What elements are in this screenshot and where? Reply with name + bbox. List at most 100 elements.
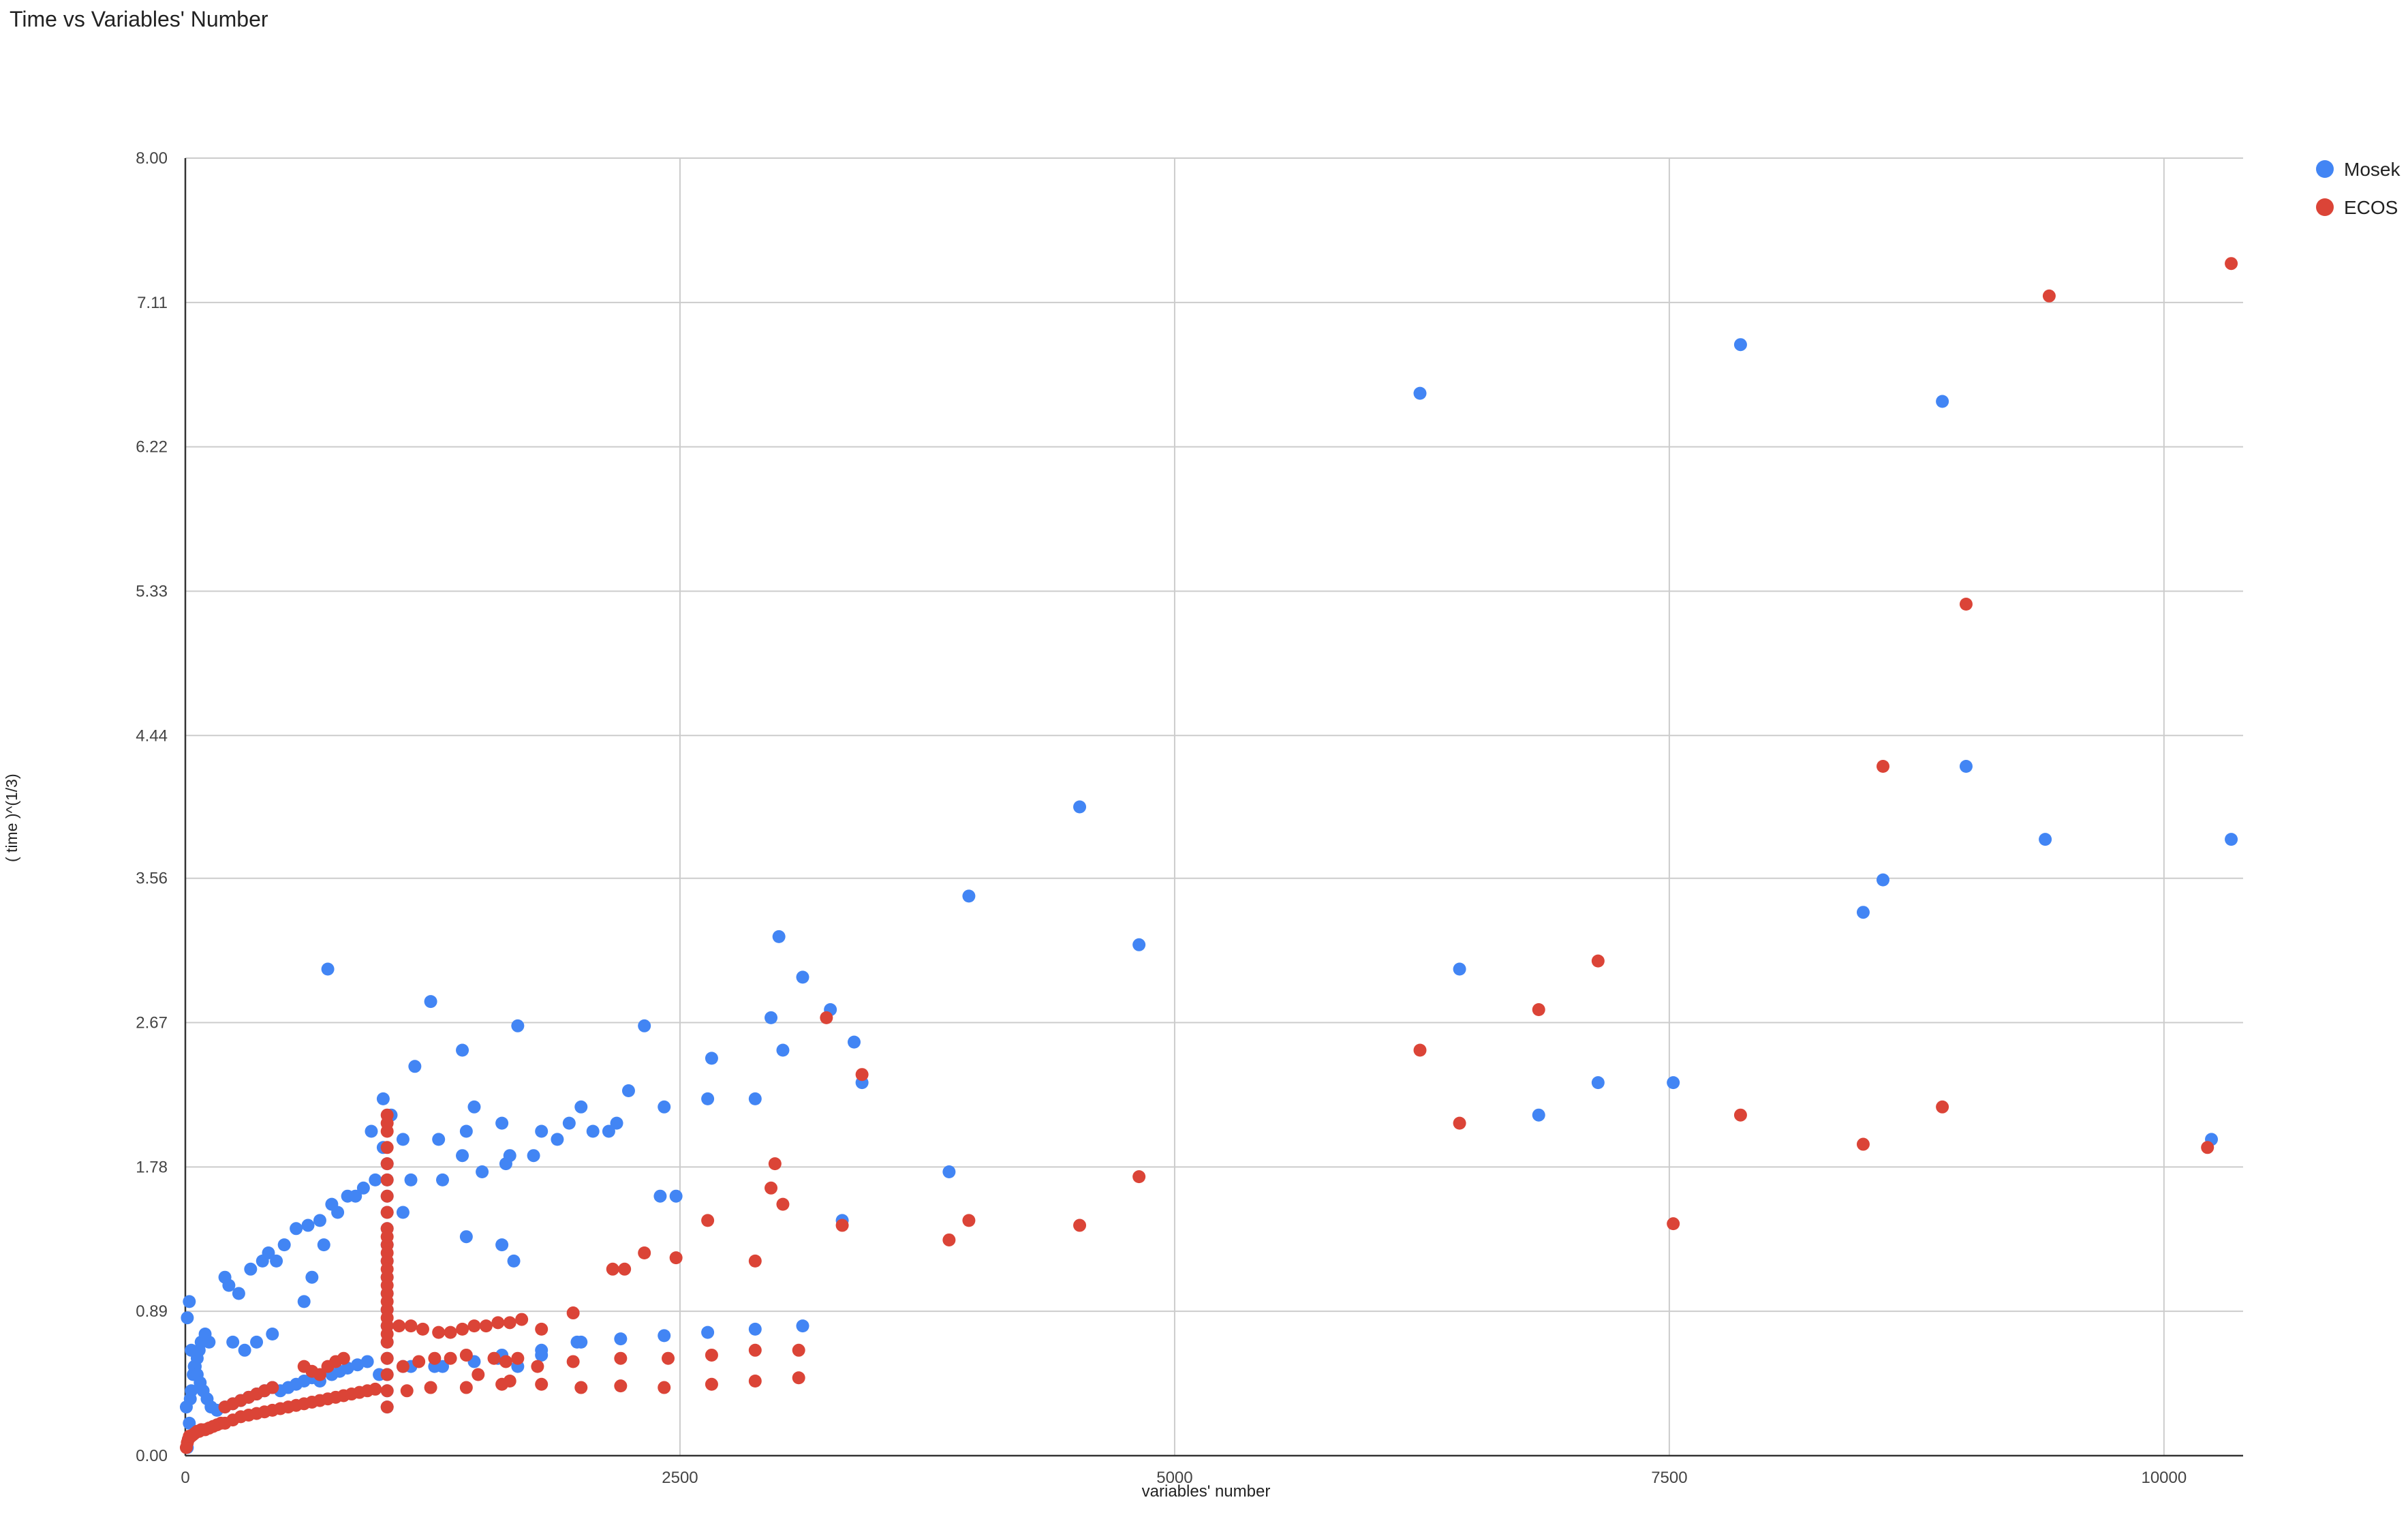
data-point [748, 1092, 762, 1105]
data-point [511, 1351, 525, 1365]
data-point [748, 1375, 762, 1388]
grid-lines [185, 157, 2243, 1456]
data-point [768, 1157, 782, 1171]
data-point [653, 1189, 667, 1203]
data-point [380, 1246, 394, 1259]
data-point [365, 1124, 378, 1138]
data-point [527, 1149, 540, 1163]
data-point [765, 1181, 778, 1195]
data-point [459, 1381, 473, 1394]
data-point [848, 1035, 861, 1049]
y-tick-label: 5.33 [136, 582, 168, 600]
data-point [444, 1326, 457, 1339]
data-point [772, 930, 786, 943]
y-tick-label: 7.11 [137, 294, 168, 312]
data-point [266, 1381, 279, 1394]
data-point [1877, 873, 1889, 887]
data-point [662, 1351, 675, 1365]
data-point [1591, 954, 1605, 968]
data-point [376, 1092, 390, 1105]
data-point [238, 1343, 251, 1357]
data-point [380, 1141, 394, 1154]
data-point [456, 1322, 469, 1336]
data-point [535, 1377, 549, 1391]
data-point [507, 1254, 521, 1268]
data-point [459, 1348, 473, 1362]
data-point [503, 1375, 516, 1388]
data-point [614, 1351, 628, 1365]
data-point [202, 1335, 216, 1349]
data-point [404, 1319, 418, 1333]
data-point [1413, 386, 1427, 400]
data-point [1532, 1108, 1545, 1122]
data-point [614, 1379, 628, 1393]
data-point [380, 1311, 394, 1325]
data-point [776, 1197, 790, 1211]
data-point [380, 1108, 394, 1122]
data-point [392, 1319, 406, 1333]
data-point [1959, 598, 1973, 611]
data-point [669, 1189, 683, 1203]
data-point [404, 1173, 418, 1186]
data-point [1936, 395, 1949, 408]
data-point [369, 1173, 382, 1186]
data-point [1856, 1137, 1870, 1151]
data-point [181, 1311, 194, 1325]
legend-label: Mosek [2344, 159, 2401, 180]
legend-marker [2316, 198, 2334, 216]
data-point [232, 1287, 245, 1300]
data-point [1877, 760, 1889, 773]
data-point [1073, 1219, 1087, 1232]
data-point [380, 1157, 394, 1171]
data-point [459, 1230, 473, 1244]
tick-labels: 0.00 0.89 1.78 2.67 3.56 4.44 5.33 6.22 7.11 8.00… [136, 149, 2187, 1487]
data-point [705, 1052, 718, 1065]
data-point [183, 1416, 196, 1430]
data-point [380, 1230, 394, 1244]
data-point [574, 1335, 588, 1349]
data-point [380, 1189, 394, 1203]
y-tick-label: 0.89 [136, 1302, 168, 1321]
data-point [456, 1149, 469, 1163]
legend-marker [2316, 160, 2334, 178]
x-tick-label: 10000 [2141, 1469, 2187, 1487]
data-point [356, 1181, 370, 1195]
y-tick-label: 6.22 [136, 438, 168, 457]
x-tick-label: 2500 [662, 1469, 698, 1487]
data-point [369, 1382, 382, 1396]
data-point [432, 1133, 446, 1146]
data-point [855, 1068, 869, 1082]
data-point [424, 1381, 437, 1394]
data-point [380, 1173, 394, 1186]
data-point [503, 1149, 516, 1163]
data-point [503, 1316, 516, 1330]
data-point [1073, 800, 1087, 814]
data-point [1532, 1003, 1545, 1016]
data-point [313, 1214, 326, 1227]
data-point [2039, 833, 2052, 846]
series-ecos [179, 257, 2238, 1454]
data-point [250, 1335, 264, 1349]
x-tick-label: 5000 [1156, 1469, 1192, 1487]
y-tick-label: 3.56 [136, 870, 168, 888]
data-point [796, 970, 809, 984]
data-point [535, 1348, 549, 1362]
data-point [349, 1189, 362, 1203]
data-point [290, 1222, 303, 1236]
data-point [1413, 1043, 1427, 1057]
data-point [1591, 1076, 1605, 1090]
data-point [792, 1371, 805, 1385]
data-point [317, 1238, 330, 1252]
data-point [396, 1133, 410, 1146]
data-point [1132, 1170, 1146, 1184]
data-point [1453, 1116, 1466, 1130]
data-point [380, 1400, 394, 1414]
data-point [479, 1319, 493, 1333]
data-point [297, 1295, 311, 1308]
data-point [1733, 338, 1747, 352]
data-point [705, 1348, 718, 1362]
data-point [1453, 962, 1466, 976]
data-point [277, 1238, 291, 1252]
data-point [222, 1278, 236, 1292]
